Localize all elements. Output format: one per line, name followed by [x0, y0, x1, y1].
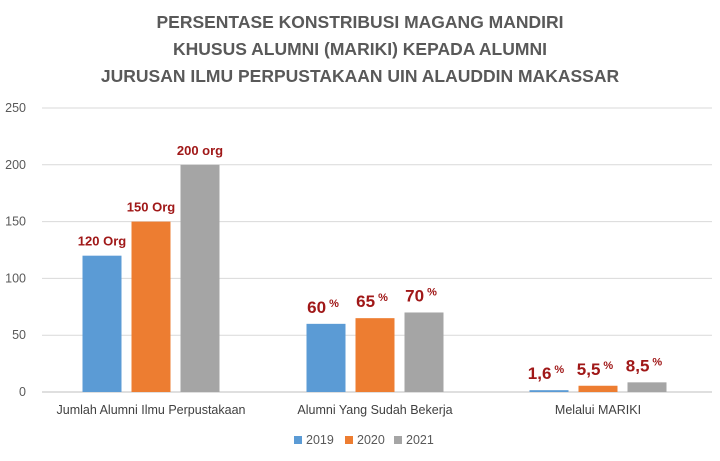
x-category-label: Jumlah Alumni Ilmu Perpustakaan [57, 403, 246, 417]
y-tick-label: 250 [5, 101, 26, 115]
chart-title-line: PERSENTASE KONSTRIBUSI MAGANG MANDIRI [156, 12, 563, 32]
data-label: 5,5% [577, 360, 614, 379]
data-label: 8,5% [626, 356, 663, 375]
bar-2019-3 [529, 390, 569, 392]
bar-2021-1 [180, 164, 220, 392]
legend: 2019 2020 2021 [294, 433, 434, 447]
legend-swatch-2020 [345, 436, 353, 444]
bar-2019-1 [82, 255, 122, 392]
data-label: 65% [356, 292, 388, 311]
legend-label: 2021 [406, 433, 434, 447]
legend-swatch-2021 [394, 436, 402, 444]
bar-2021-2 [404, 312, 444, 392]
data-label: 60% [307, 298, 339, 317]
x-category-label: Melalui MARIKI [555, 403, 641, 417]
data-labels: 120 Org 60 % 1,6 % 150 Org 65 % 5,5 % 200 org 70 % 8,… [78, 143, 663, 383]
data-label: 70% [405, 286, 437, 305]
legend-label: 2020 [357, 433, 385, 447]
data-label: 200 org [177, 143, 223, 158]
data-label: 120 Org [78, 234, 126, 249]
x-category-label: Alumni Yang Sudah Bekerja [297, 403, 452, 417]
legend-label: 2019 [306, 433, 334, 447]
chart-title-line: JURUSAN ILMU PERPUSTAKAAN UIN ALAUDDIN M… [101, 66, 620, 86]
bar-2020-1 [131, 221, 171, 392]
legend-swatch-2019 [294, 436, 302, 444]
x-axis-categories: Jumlah Alumni Ilmu Perpustakaan Alumni Ya… [57, 403, 642, 417]
y-tick-label: 50 [12, 328, 26, 342]
chart-title: PERSENTASE KONSTRIBUSI MAGANG MANDIRI KHU… [101, 12, 620, 86]
bar-2020-3 [578, 385, 618, 392]
data-label: 150 Org [127, 200, 175, 215]
bar-2019-2 [306, 323, 346, 392]
data-label: 1,6% [528, 364, 565, 383]
y-axis-ticks: 0 50 100 150 200 250 [5, 101, 26, 399]
y-tick-label: 150 [5, 215, 26, 229]
y-tick-label: 100 [5, 271, 26, 285]
chart-title-line: KHUSUS ALUMNI (MARIKI) KEPADA ALUMNI [173, 39, 547, 59]
y-tick-label: 0 [19, 385, 26, 399]
bar-2020-2 [355, 318, 395, 392]
bar-2021-3 [627, 382, 667, 392]
bars [82, 164, 667, 392]
y-tick-label: 200 [5, 158, 26, 172]
